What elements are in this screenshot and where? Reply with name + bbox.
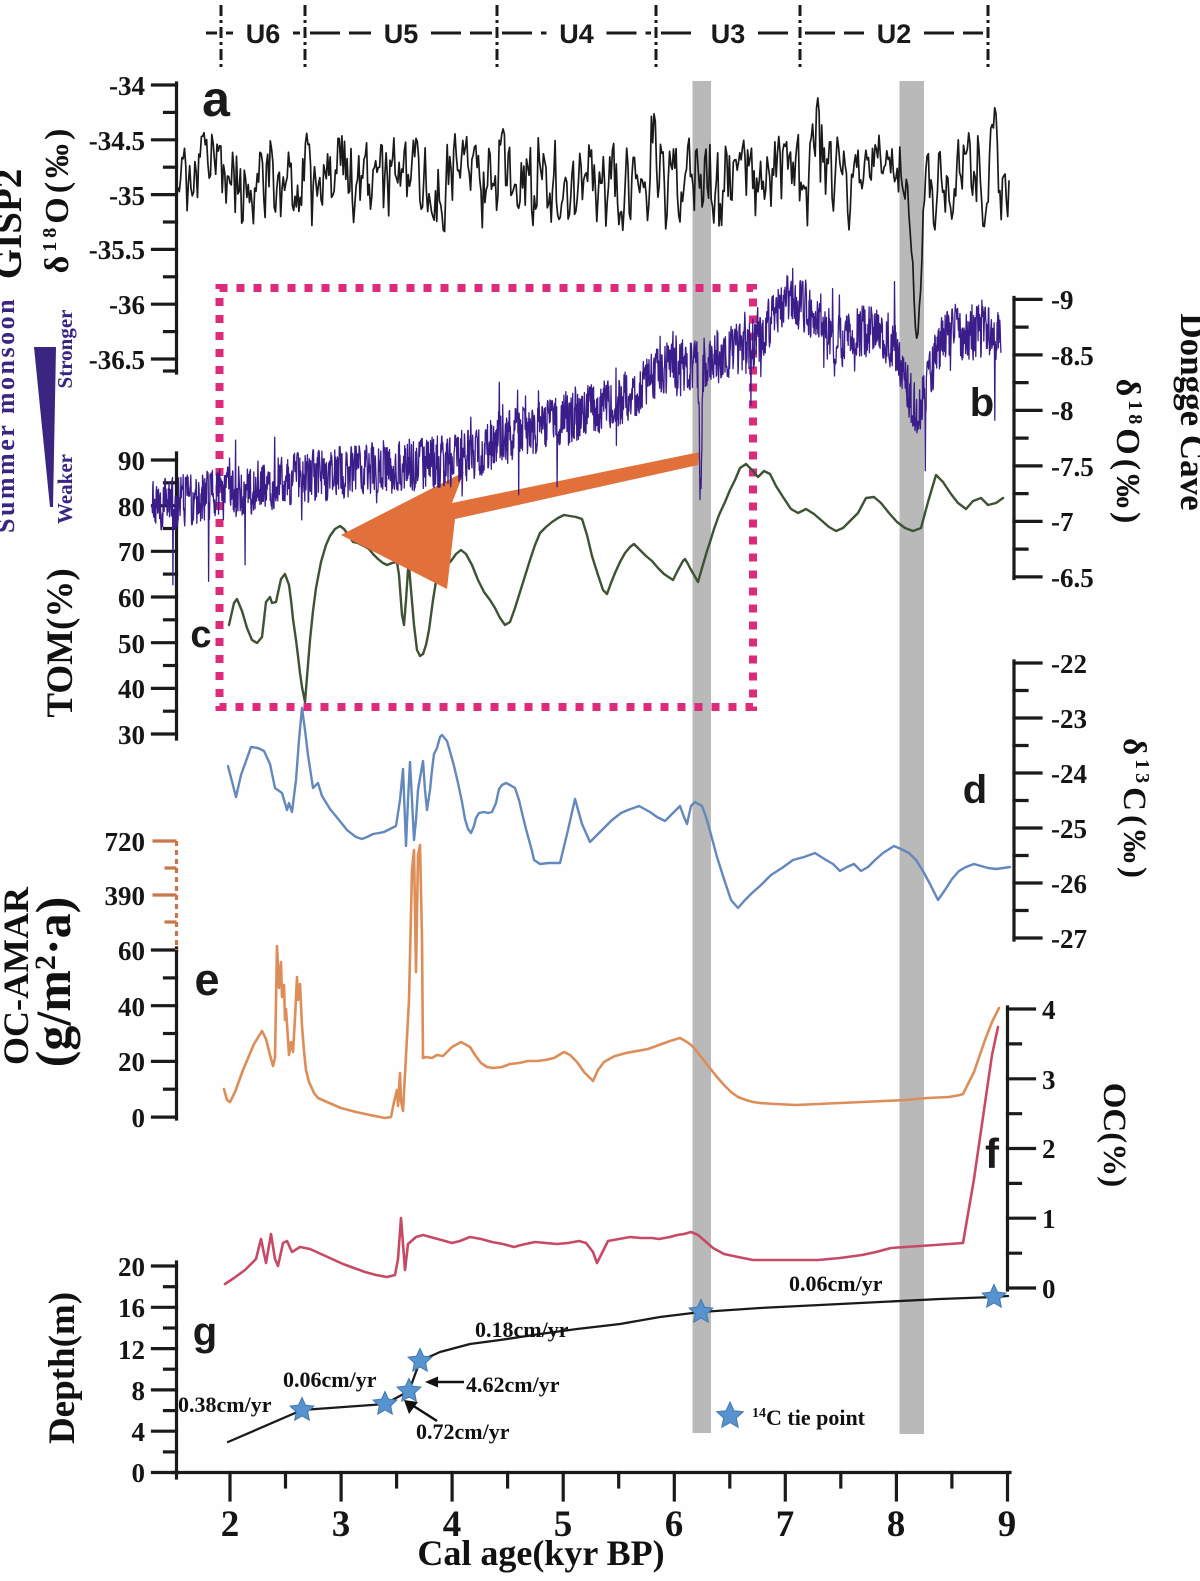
svg-text:U5: U5 — [384, 19, 419, 49]
svg-text:20: 20 — [118, 1252, 145, 1282]
svg-text:-22: -22 — [1051, 649, 1087, 679]
svg-text:c: c — [190, 614, 211, 656]
svg-text:80: 80 — [118, 492, 145, 522]
svg-text:3: 3 — [332, 1504, 351, 1545]
svg-text:-8: -8 — [1051, 396, 1074, 426]
svg-text:-24: -24 — [1051, 759, 1087, 789]
svg-text:-26: -26 — [1051, 869, 1087, 899]
svg-text:390: 390 — [105, 881, 146, 911]
svg-text:-9: -9 — [1051, 285, 1074, 315]
svg-text:2: 2 — [1042, 1134, 1056, 1164]
svg-text:720: 720 — [105, 827, 146, 857]
svg-text:-35.5: -35.5 — [89, 235, 145, 265]
svg-text:-27: -27 — [1051, 924, 1087, 954]
svg-text:0: 0 — [132, 1103, 146, 1133]
svg-text:6: 6 — [665, 1504, 684, 1545]
svg-text:Stronger: Stronger — [53, 310, 77, 389]
svg-text:Summer monsoon: Summer monsoon — [0, 297, 20, 533]
svg-text:8: 8 — [132, 1376, 146, 1406]
svg-text:-7.5: -7.5 — [1051, 452, 1094, 482]
svg-text:a: a — [202, 71, 231, 127]
svg-text:GISP2: GISP2 — [0, 169, 30, 280]
svg-text:Dongge Cave: Dongge Cave — [1173, 313, 1200, 510]
svg-text:-36: -36 — [109, 290, 145, 320]
svg-text:0.06cm/yr: 0.06cm/yr — [789, 1271, 883, 1296]
svg-text:50: 50 — [118, 629, 145, 659]
svg-text:g: g — [193, 1310, 217, 1354]
svg-text:1: 1 — [1042, 1204, 1056, 1234]
svg-text:0: 0 — [132, 1458, 146, 1488]
svg-text:4: 4 — [443, 1504, 462, 1545]
svg-text:-7: -7 — [1051, 507, 1074, 537]
svg-text:4: 4 — [132, 1417, 146, 1447]
svg-text:60: 60 — [118, 936, 145, 966]
svg-text:Cal age(kyr BP): Cal age(kyr BP) — [417, 1533, 664, 1573]
svg-text:OC-AMAR: OC-AMAR — [0, 886, 36, 1065]
svg-text:OC(%): OC(%) — [1096, 1083, 1132, 1187]
svg-text:9: 9 — [998, 1504, 1017, 1545]
svg-text:b: b — [970, 381, 994, 425]
svg-text:4.62cm/yr: 4.62cm/yr — [466, 1372, 560, 1397]
svg-text:-23: -23 — [1051, 704, 1087, 734]
svg-text:-8.5: -8.5 — [1051, 341, 1094, 371]
svg-text:-34: -34 — [109, 71, 145, 101]
svg-text:U4: U4 — [559, 19, 594, 49]
svg-text:4: 4 — [1042, 995, 1056, 1025]
svg-text:d: d — [963, 768, 987, 812]
svg-text:60: 60 — [118, 583, 145, 613]
svg-text:e: e — [194, 954, 219, 1005]
svg-text:δ18O(‰): δ18O(‰) — [39, 125, 76, 274]
svg-text:8: 8 — [887, 1504, 906, 1545]
svg-text:40: 40 — [118, 674, 145, 704]
svg-text:-6.5: -6.5 — [1051, 563, 1094, 593]
svg-text:16: 16 — [118, 1293, 145, 1323]
svg-text:Depth(m): Depth(m) — [42, 1292, 83, 1444]
svg-text:5: 5 — [554, 1504, 573, 1545]
svg-text:30: 30 — [118, 720, 145, 750]
svg-text:3: 3 — [1042, 1065, 1056, 1095]
svg-text:TOM(%): TOM(%) — [40, 568, 81, 717]
svg-text:U6: U6 — [246, 19, 281, 49]
svg-text:0: 0 — [1042, 1274, 1056, 1304]
svg-text:U3: U3 — [711, 19, 746, 49]
svg-text:20: 20 — [118, 1047, 145, 1077]
svg-text:Weaker: Weaker — [53, 454, 77, 524]
svg-text:40: 40 — [118, 992, 145, 1022]
svg-text:-36.5: -36.5 — [89, 345, 145, 375]
svg-text:-35: -35 — [109, 181, 145, 211]
svg-text:-25: -25 — [1051, 814, 1087, 844]
svg-text:0.06cm/yr: 0.06cm/yr — [283, 1367, 377, 1392]
svg-text:f: f — [985, 1130, 1000, 1177]
svg-text:-34.5: -34.5 — [89, 126, 145, 156]
svg-text:U2: U2 — [877, 19, 912, 49]
svg-text:90: 90 — [118, 446, 145, 476]
svg-text:12: 12 — [118, 1335, 145, 1365]
svg-text:2: 2 — [221, 1504, 240, 1545]
svg-text:δ18O(‰): δ18O(‰) — [1109, 379, 1146, 528]
svg-text:0.18cm/yr: 0.18cm/yr — [475, 1317, 569, 1342]
svg-text:0.72cm/yr: 0.72cm/yr — [416, 1419, 510, 1444]
svg-text:(g/m2·a): (g/m2·a) — [25, 897, 81, 1068]
svg-text:0.38cm/yr: 0.38cm/yr — [178, 1392, 272, 1417]
svg-text:14C tie point: 14C tie point — [752, 1405, 866, 1430]
svg-text:70: 70 — [118, 537, 145, 567]
svg-text:7: 7 — [776, 1504, 795, 1545]
